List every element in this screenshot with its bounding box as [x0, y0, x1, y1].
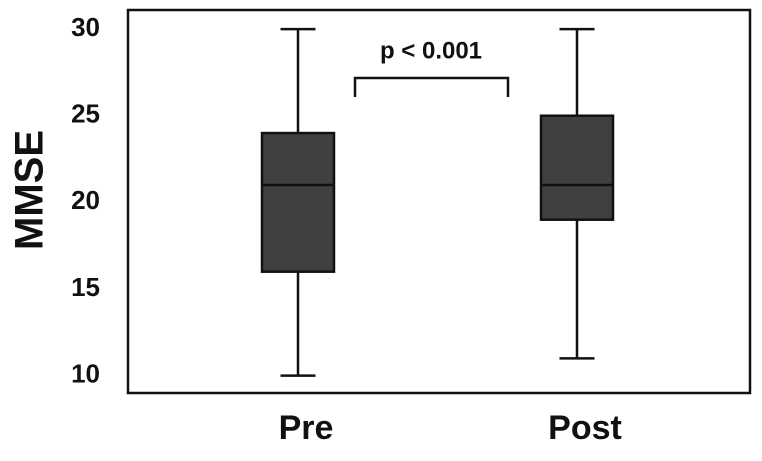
plot-frame	[126, 8, 752, 395]
box	[260, 131, 336, 273]
box	[539, 114, 615, 221]
y-tick-label: 10	[71, 359, 100, 389]
x-tick-label: Post	[548, 409, 622, 447]
annotation: p < 0.001	[380, 37, 482, 64]
significance-bracket	[353, 76, 510, 97]
y-tick-label: 15	[71, 272, 100, 302]
x-tick-label: Pre	[279, 409, 334, 447]
y-axis-label: MMSE	[8, 130, 52, 250]
y-tick-label: 25	[71, 99, 100, 129]
y-tick-label: 30	[71, 12, 100, 42]
y-tick-label: 20	[71, 185, 100, 215]
